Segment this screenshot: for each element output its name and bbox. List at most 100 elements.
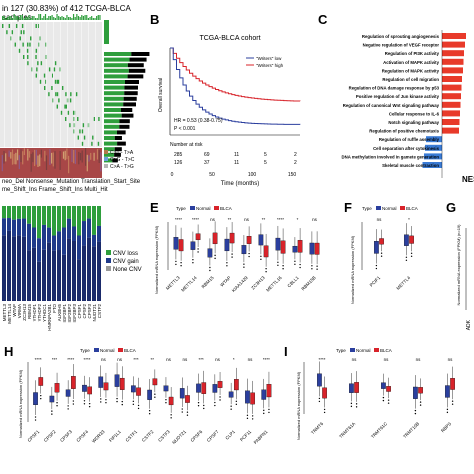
box-blca [217,381,223,388]
a-snv-legend-label: C>T - T>A [110,150,134,156]
gene-label: PCIF1 [369,275,382,288]
b-risk-value: 2 [294,152,297,158]
outlier [387,402,390,404]
a-mutation-mark [61,86,64,90]
outlier [192,258,194,261]
a-right-bar-dark [123,96,137,101]
panel-a-oncoprint: C>T - T>AC>G - T>CC>A - T>G [0,14,150,178]
box-normal [317,373,322,387]
outlier [40,397,42,400]
sig-label: * [233,357,235,362]
a-right-bar [104,74,128,79]
a-mutation-mark [81,129,84,134]
a-top-bar [38,14,40,20]
c-bar [442,33,466,39]
outlier [197,402,200,404]
b-risk-value: 69 [204,152,210,158]
a-clinical-mark [76,151,78,160]
legend-normal-swatch [376,206,381,210]
a-cnv-loss [97,206,101,226]
a-right-bar [104,152,115,157]
panel-h-label: H [4,344,14,359]
outlier [355,406,358,408]
a-right-bar [104,85,125,90]
gene-label: METTL16 [265,275,283,293]
panel-e-ylabel: Normalized mRNA expression (FPKM) [154,225,159,294]
gene-label: RBM15 [201,275,215,289]
gene-label: CPSF2 [43,429,57,443]
legend-normal-label: Normal [382,206,397,211]
a-clinical-mark [95,153,97,160]
a-right-bar [104,68,129,73]
a-clinical-mark [10,152,12,159]
outlier [105,399,107,401]
box-blca [201,382,207,394]
a-top-bar [39,14,42,20]
b-risk-value: 11 [234,160,239,166]
box-blca [136,387,141,396]
a-cnv-none [77,259,81,301]
panel-g-gene: ADK [466,319,472,330]
a-right-top-bar [104,20,109,44]
legend-normal-label: Normal [196,206,211,211]
outlier [318,400,321,403]
a-mutation-mark [23,55,25,59]
a-clinical-mark [15,152,17,165]
outlier [265,271,267,273]
a-top-bar [54,18,56,20]
a-clinical-mark [45,155,48,171]
a-mutation-mark [39,79,42,84]
outlier [294,260,296,263]
a-mutation-mark [14,42,16,47]
box-normal [173,237,179,250]
a-clinical-mark [47,153,49,164]
panel-b-survival: TCGA-BLCA cohort Overall survival "Write… [158,35,301,187]
outlier [181,411,183,413]
a-mutation-mark [29,42,31,47]
a-right-bar-dark [114,136,122,140]
outlier [72,403,75,405]
a-right-bar [104,80,125,84]
a-right-bar-dark [119,119,130,124]
a-top-bar [21,15,23,20]
gene-label: ZC3H13 [250,275,266,291]
outlier [197,251,199,253]
panel-f-ylabel: Normalized mRNA expression (FPKM) [350,235,355,304]
a-top-bar [68,17,70,20]
a-clinical-mark [86,154,88,172]
legend-blca-label: BLCA [220,206,232,211]
outlier [203,407,205,410]
a-cnv-loss [47,206,51,228]
c-term-label: Regulation of MAPK activity [382,68,440,73]
a-mutation-mark [21,24,24,28]
box-blca [168,396,174,406]
a-gene-label: ALKBH5 [57,304,62,322]
a-top-bar [97,15,99,20]
sig-label: ns [182,357,188,362]
a-mutation-mark [69,123,71,128]
sig-label: ns [117,357,123,362]
a-grid-line [81,22,82,147]
outlier [387,399,390,401]
a-gene-label: METTL3 [2,304,7,322]
a-top-bar [99,15,101,20]
outlier [154,393,156,395]
box-blca [71,376,76,389]
a-clinical-mark [71,149,73,163]
sig-label: ns [448,357,454,362]
a-mutation-mark [72,110,75,115]
sig-label: ns [244,217,250,222]
outlier [181,408,183,410]
legend-blca-label: BLCA [406,206,418,211]
a-snv-legend-swatch [104,157,108,161]
a-cnv-none [52,250,56,301]
a-right-bar-dark [114,152,121,157]
sig-label: **** [67,357,74,362]
b-legend-label: "Writers" low [256,56,282,61]
legend-blca-swatch [214,206,219,210]
a-clinical-mark [37,155,39,167]
a-mutation-mark [39,36,41,41]
a-right-bar [104,108,121,112]
a-clinical-mark [91,150,93,162]
a-top-bar [59,17,61,20]
